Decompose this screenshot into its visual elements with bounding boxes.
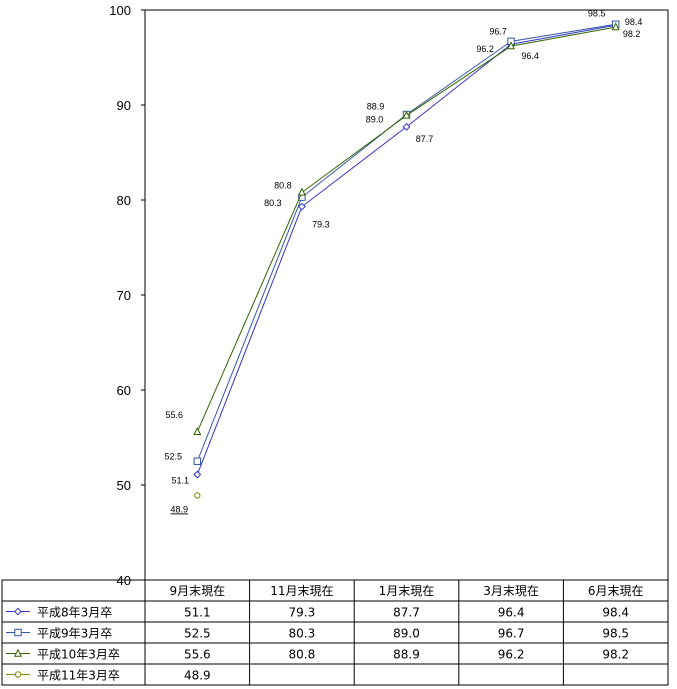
data-label: 98.4 — [625, 17, 643, 27]
table-cell: 55.6 — [184, 648, 211, 662]
data-point — [611, 22, 620, 31]
data-point — [297, 202, 306, 211]
data-label: 88.9 — [367, 101, 385, 111]
legend-marker — [14, 671, 22, 678]
data-label: 98.5 — [588, 8, 606, 18]
data-label: 96.2 — [476, 44, 494, 54]
table-cell: 96.4 — [498, 606, 525, 620]
data-label: 79.3 — [312, 220, 330, 230]
series-4 — [194, 492, 201, 499]
y-tick-label: 60 — [117, 383, 131, 398]
data-point — [402, 122, 411, 131]
data-point — [297, 187, 306, 196]
legend-entry: 平成10年3月卒 — [37, 648, 120, 662]
series-layer — [193, 20, 620, 499]
table-cell: 80.3 — [289, 627, 316, 641]
x-tick-label: 11月末現在 — [270, 584, 333, 598]
data-point — [193, 426, 202, 435]
legend-marker — [14, 607, 22, 616]
data-label: 87.7 — [416, 134, 434, 144]
data-point — [193, 470, 202, 479]
y-tick-label: 50 — [117, 478, 131, 493]
legend-key — [6, 607, 30, 616]
legend-marker — [13, 648, 23, 657]
table-cell: 52.5 — [184, 627, 211, 641]
x-tick-label: 6月末現在 — [588, 584, 644, 598]
data-label: 96.4 — [521, 51, 539, 61]
table-cell: 89.0 — [393, 627, 420, 641]
data-label: 55.6 — [166, 410, 184, 420]
data-label: 98.2 — [623, 29, 641, 39]
plot-area — [144, 9, 669, 581]
table-cell: 79.3 — [289, 606, 316, 620]
table-cell: 87.7 — [393, 606, 420, 620]
data-point — [402, 110, 411, 119]
data-label: 96.7 — [489, 26, 507, 36]
data-label: 48.9 — [171, 504, 189, 514]
x-tick-label: 1月末現在 — [379, 584, 435, 598]
table-cell: 51.1 — [184, 606, 211, 620]
data-label: 80.3 — [264, 198, 282, 208]
x-tick-label: 3月末現在 — [483, 584, 539, 598]
legend-entry: 平成9年3月卒 — [37, 627, 112, 641]
y-tick-label: 80 — [117, 193, 131, 208]
data-point — [193, 457, 202, 465]
data-label: 80.8 — [274, 180, 292, 190]
data-label: 89.0 — [366, 115, 384, 125]
data-label: 51.1 — [172, 476, 190, 486]
legend-key — [6, 628, 30, 637]
plot-frame — [144, 9, 669, 581]
table-cell: 96.7 — [498, 627, 525, 641]
data-point — [507, 41, 516, 50]
data-point — [194, 492, 201, 499]
data-labels: 51.1 79.3 87.7 96.4 98.4 52.5 80.3 89.0 96.7 98.5… — [165, 8, 643, 514]
series-3 — [193, 22, 620, 435]
x-tick-label: 9月末現在 — [169, 584, 225, 598]
y-tick-label: 100 — [109, 3, 131, 18]
data-label: 52.5 — [165, 451, 183, 461]
legend-marker — [14, 628, 22, 637]
series-1 — [193, 21, 620, 479]
legend-key — [6, 671, 30, 678]
table-cell: 96.2 — [498, 648, 525, 662]
table-cell: 48.9 — [184, 669, 211, 683]
table-cell: 98.2 — [602, 648, 629, 662]
legend-key — [6, 648, 30, 657]
table-cell: 98.4 — [602, 606, 629, 620]
y-tick-label: 70 — [117, 288, 131, 303]
legend-entry: 平成8年3月卒 — [37, 606, 112, 620]
y-tick-label: 90 — [117, 98, 131, 113]
table-cell: 88.9 — [393, 648, 420, 662]
legend-entry: 平成11年3月卒 — [37, 669, 120, 683]
table-cell: 98.5 — [602, 627, 629, 641]
table-cell: 80.8 — [289, 648, 316, 662]
